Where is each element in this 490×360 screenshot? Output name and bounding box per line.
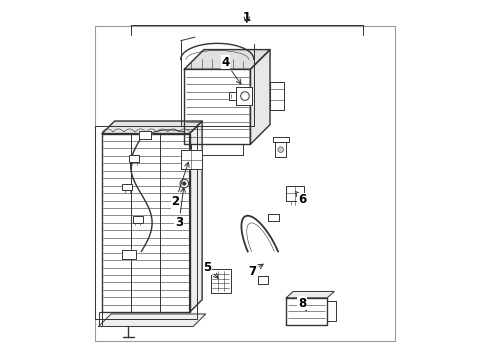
Circle shape xyxy=(241,92,249,100)
Polygon shape xyxy=(184,50,270,69)
Polygon shape xyxy=(250,50,270,144)
Polygon shape xyxy=(211,269,231,293)
Text: 1: 1 xyxy=(243,11,251,24)
Bar xyxy=(129,156,139,162)
Bar xyxy=(133,216,143,222)
Polygon shape xyxy=(236,87,252,105)
Text: 2: 2 xyxy=(172,162,189,208)
Bar xyxy=(122,184,132,190)
Polygon shape xyxy=(229,92,236,100)
Circle shape xyxy=(278,147,284,153)
Polygon shape xyxy=(122,249,136,258)
Polygon shape xyxy=(190,121,202,312)
Polygon shape xyxy=(184,69,250,144)
Text: 6: 6 xyxy=(295,192,306,206)
Polygon shape xyxy=(139,131,151,139)
Text: 5: 5 xyxy=(203,261,218,278)
Polygon shape xyxy=(273,137,289,143)
Polygon shape xyxy=(286,186,304,201)
Bar xyxy=(95,26,395,341)
Polygon shape xyxy=(192,144,243,155)
Polygon shape xyxy=(98,314,206,327)
Polygon shape xyxy=(270,82,284,111)
Polygon shape xyxy=(275,143,286,157)
Text: 7: 7 xyxy=(248,264,263,278)
Circle shape xyxy=(180,179,189,188)
Polygon shape xyxy=(286,292,334,298)
Polygon shape xyxy=(327,301,336,321)
Polygon shape xyxy=(258,276,268,284)
Polygon shape xyxy=(268,214,279,221)
Text: 3: 3 xyxy=(175,188,185,229)
Text: 8: 8 xyxy=(298,297,306,311)
Polygon shape xyxy=(181,150,202,169)
Text: 4: 4 xyxy=(221,55,241,84)
Polygon shape xyxy=(98,312,102,327)
Polygon shape xyxy=(286,298,327,325)
Polygon shape xyxy=(102,134,190,312)
Polygon shape xyxy=(102,121,202,134)
Circle shape xyxy=(182,182,186,185)
